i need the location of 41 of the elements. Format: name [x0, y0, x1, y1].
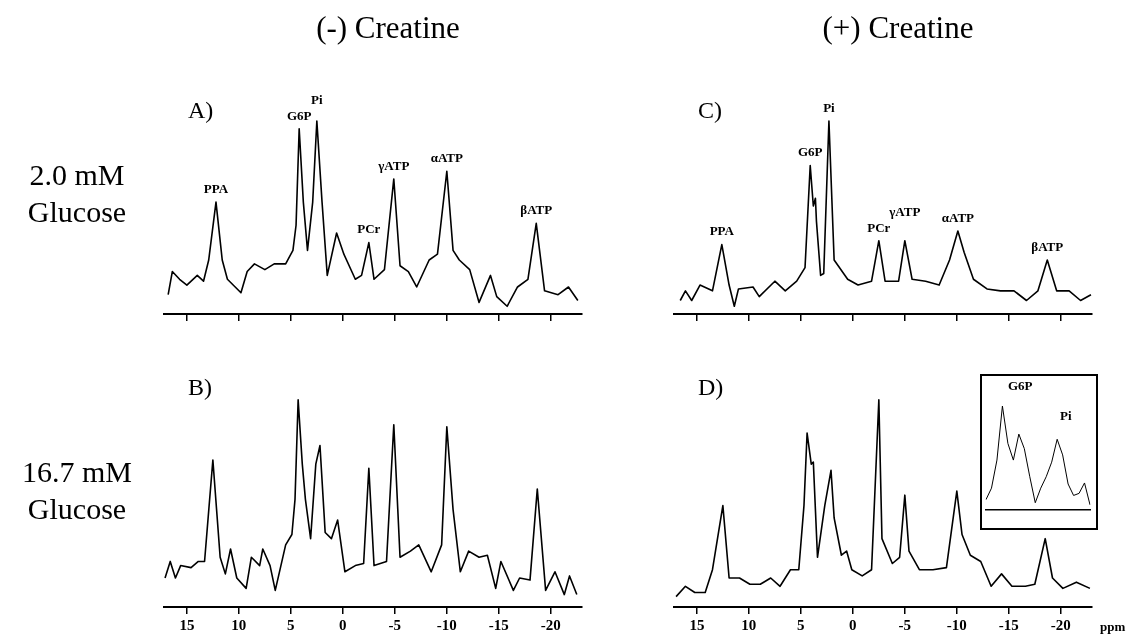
- annotation: Pi: [823, 99, 836, 115]
- x-tick-label: -15: [998, 616, 1019, 633]
- x-tick-label: 0: [339, 616, 347, 633]
- x-tick-label: 15: [689, 616, 705, 633]
- annotation: G6P: [286, 107, 312, 123]
- x-tick-label: 5: [287, 616, 295, 633]
- annotation: PCr: [867, 219, 891, 235]
- x-tick-label: -15: [488, 616, 509, 633]
- x-tick-label: 10: [231, 616, 247, 633]
- chart-title: (+) Creatine: [821, 10, 975, 46]
- x-tick-label: 10: [741, 616, 757, 633]
- x-tick-label: 15: [179, 616, 195, 633]
- annotation: αATP: [941, 209, 975, 225]
- annotation: PCr: [357, 221, 381, 237]
- annotation: C): [698, 97, 722, 124]
- annotation: Pi: [311, 91, 324, 107]
- annotation: βATP: [520, 202, 553, 218]
- annotation: B): [188, 374, 212, 401]
- x-tick-label: -10: [946, 616, 967, 633]
- annotation: αATP: [430, 150, 464, 166]
- y-axis-title: 2.0 mM Glucose: [26, 156, 128, 230]
- annotation: G6P: [797, 144, 823, 160]
- annotation: PPA: [203, 180, 229, 196]
- annotation: γATP: [888, 203, 921, 219]
- annotation: βATP: [1031, 238, 1064, 254]
- x-tick-label: -10: [436, 616, 457, 633]
- x-tick-label: -20: [1050, 616, 1071, 633]
- annotation: Pi: [1060, 407, 1072, 423]
- text: G6P: [1008, 377, 1033, 393]
- x-axis-title: ppm: [1100, 618, 1126, 634]
- y-axis-title: 16.7 mM Glucose: [21, 453, 133, 527]
- x-tick-label: 0: [849, 616, 857, 633]
- x-tick-label: -5: [898, 616, 912, 633]
- x-tick-label: -5: [388, 616, 402, 633]
- chart-title: (-) Creatine: [315, 10, 461, 46]
- annotation: D): [698, 374, 724, 401]
- annotation: PPA: [709, 223, 735, 239]
- annotation: γATP: [377, 157, 410, 173]
- annotation: A): [188, 97, 214, 124]
- x-tick-label: 5: [797, 616, 805, 633]
- x-tick-label: -20: [540, 616, 561, 633]
